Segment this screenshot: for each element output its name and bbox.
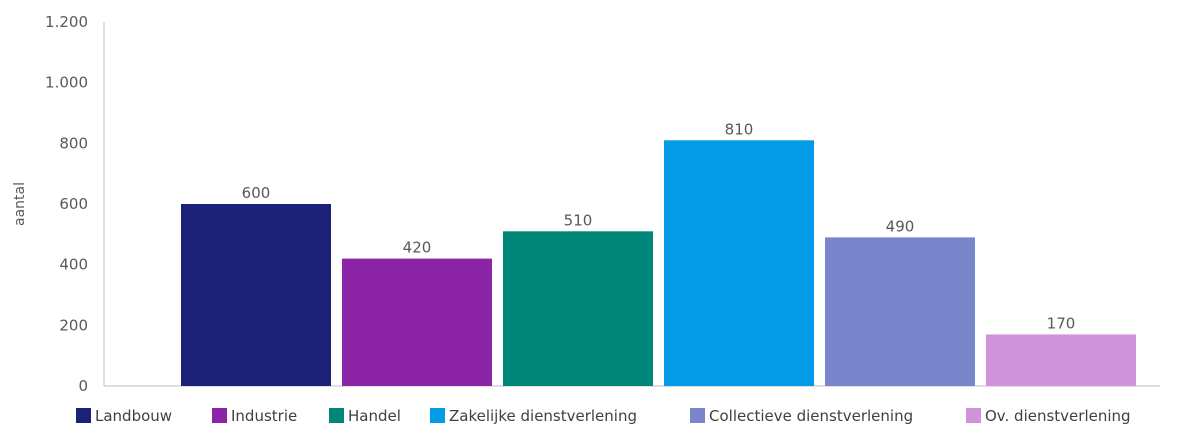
legend-label: Collectieve dienstverlening — [709, 407, 913, 425]
legend-label: Landbouw — [95, 407, 172, 425]
legend-swatch — [212, 408, 227, 423]
y-tick-label: 0 — [78, 377, 88, 395]
legend-swatch — [430, 408, 445, 423]
bar-1 — [342, 259, 492, 386]
legend-swatch — [76, 408, 91, 423]
legend-label: Ov. dienstverlening — [985, 407, 1131, 425]
bar-5 — [986, 334, 1136, 386]
legend-swatch — [966, 408, 981, 423]
legend-item: Zakelijke dienstverlening — [430, 407, 637, 425]
legend-swatch — [690, 408, 705, 423]
bar-0 — [181, 204, 331, 386]
legend-item: Collectieve dienstverlening — [690, 407, 913, 425]
data-label: 510 — [564, 211, 593, 229]
bar-3 — [664, 140, 814, 386]
data-label: 810 — [725, 120, 754, 138]
legend-swatch — [329, 408, 344, 423]
legend-label: Zakelijke dienstverlening — [449, 407, 637, 425]
bars — [181, 140, 1136, 386]
y-axis-ticks: 0 200 400 600 800 1.000 1.200 — [45, 13, 88, 395]
data-label: 170 — [1047, 314, 1076, 332]
legend: Landbouw Industrie Handel Zakelijke dienstv… — [76, 407, 1131, 425]
y-axis-label: aantal — [12, 182, 28, 226]
legend-item: Industrie — [212, 407, 297, 425]
y-tick-label: 1.000 — [45, 74, 88, 92]
data-label: 600 — [242, 184, 271, 202]
legend-label: Industrie — [231, 407, 297, 425]
data-label: 420 — [403, 239, 432, 257]
data-label: 490 — [886, 217, 915, 235]
y-tick-label: 400 — [59, 256, 88, 274]
bar-2 — [503, 231, 653, 386]
legend-item: Landbouw — [76, 407, 172, 425]
legend-item: Handel — [329, 407, 401, 425]
y-tick-label: 1.200 — [45, 13, 88, 31]
legend-item: Ov. dienstverlening — [966, 407, 1131, 425]
bar-4 — [825, 237, 975, 386]
y-tick-label: 800 — [59, 134, 88, 152]
y-tick-label: 600 — [59, 195, 88, 213]
legend-label: Handel — [348, 407, 401, 425]
y-tick-label: 200 — [59, 316, 88, 334]
